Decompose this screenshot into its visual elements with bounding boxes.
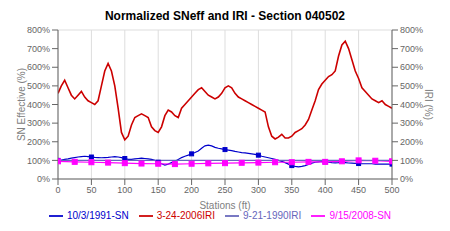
svg-text:800%: 800% [400,25,423,35]
svg-text:200%: 200% [400,137,423,147]
svg-text:350: 350 [284,185,299,195]
svg-text:700%: 700% [400,44,423,54]
svg-text:300%: 300% [400,118,423,128]
svg-text:500%: 500% [27,81,50,91]
svg-text:450: 450 [351,185,366,195]
svg-text:50: 50 [86,185,96,195]
svg-text:500: 500 [384,185,399,195]
svg-text:IRI (%): IRI (%) [423,89,434,120]
svg-text:700%: 700% [27,44,50,54]
svg-text:250: 250 [217,185,232,195]
svg-text:400%: 400% [400,100,423,110]
html-text:10/3/1991-SN: 10/3/1991-SN [66,209,129,221]
svg-text:400: 400 [318,185,333,195]
svg-text:300%: 300% [27,118,50,128]
svg-text:100: 100 [117,185,132,195]
svg-text:600%: 600% [27,62,50,72]
svg-text:500%: 500% [400,81,423,91]
svg-text:200: 200 [184,185,199,195]
svg-text:150: 150 [151,185,166,195]
svg-text:0%: 0% [37,174,50,184]
svg-text:0%: 0% [400,174,413,184]
html-text:9/15/2008-SN: 9/15/2008-SN [329,209,392,221]
svg-text:400%: 400% [27,100,50,110]
svg-text:100%: 100% [27,156,50,166]
svg-text:Stations (ft): Stations (ft) [199,200,250,211]
html-text:Normalized SNeff and IRI - Sec: Normalized SNeff and IRI - Section 04050… [105,9,345,23]
svg-text:200%: 200% [27,137,50,147]
svg-text:100%: 100% [400,156,423,166]
svg-text:300: 300 [251,185,266,195]
html-text:9-21-1990IRI: 9-21-1990IRI [243,209,302,221]
svg-text:SN Effective (%): SN Effective (%) [16,68,27,141]
svg-text:800%: 800% [27,25,50,35]
svg-text:0: 0 [55,185,60,195]
html-text:3-24-2006IRI: 3-24-2006IRI [156,209,215,221]
svg-text:600%: 600% [400,62,423,72]
